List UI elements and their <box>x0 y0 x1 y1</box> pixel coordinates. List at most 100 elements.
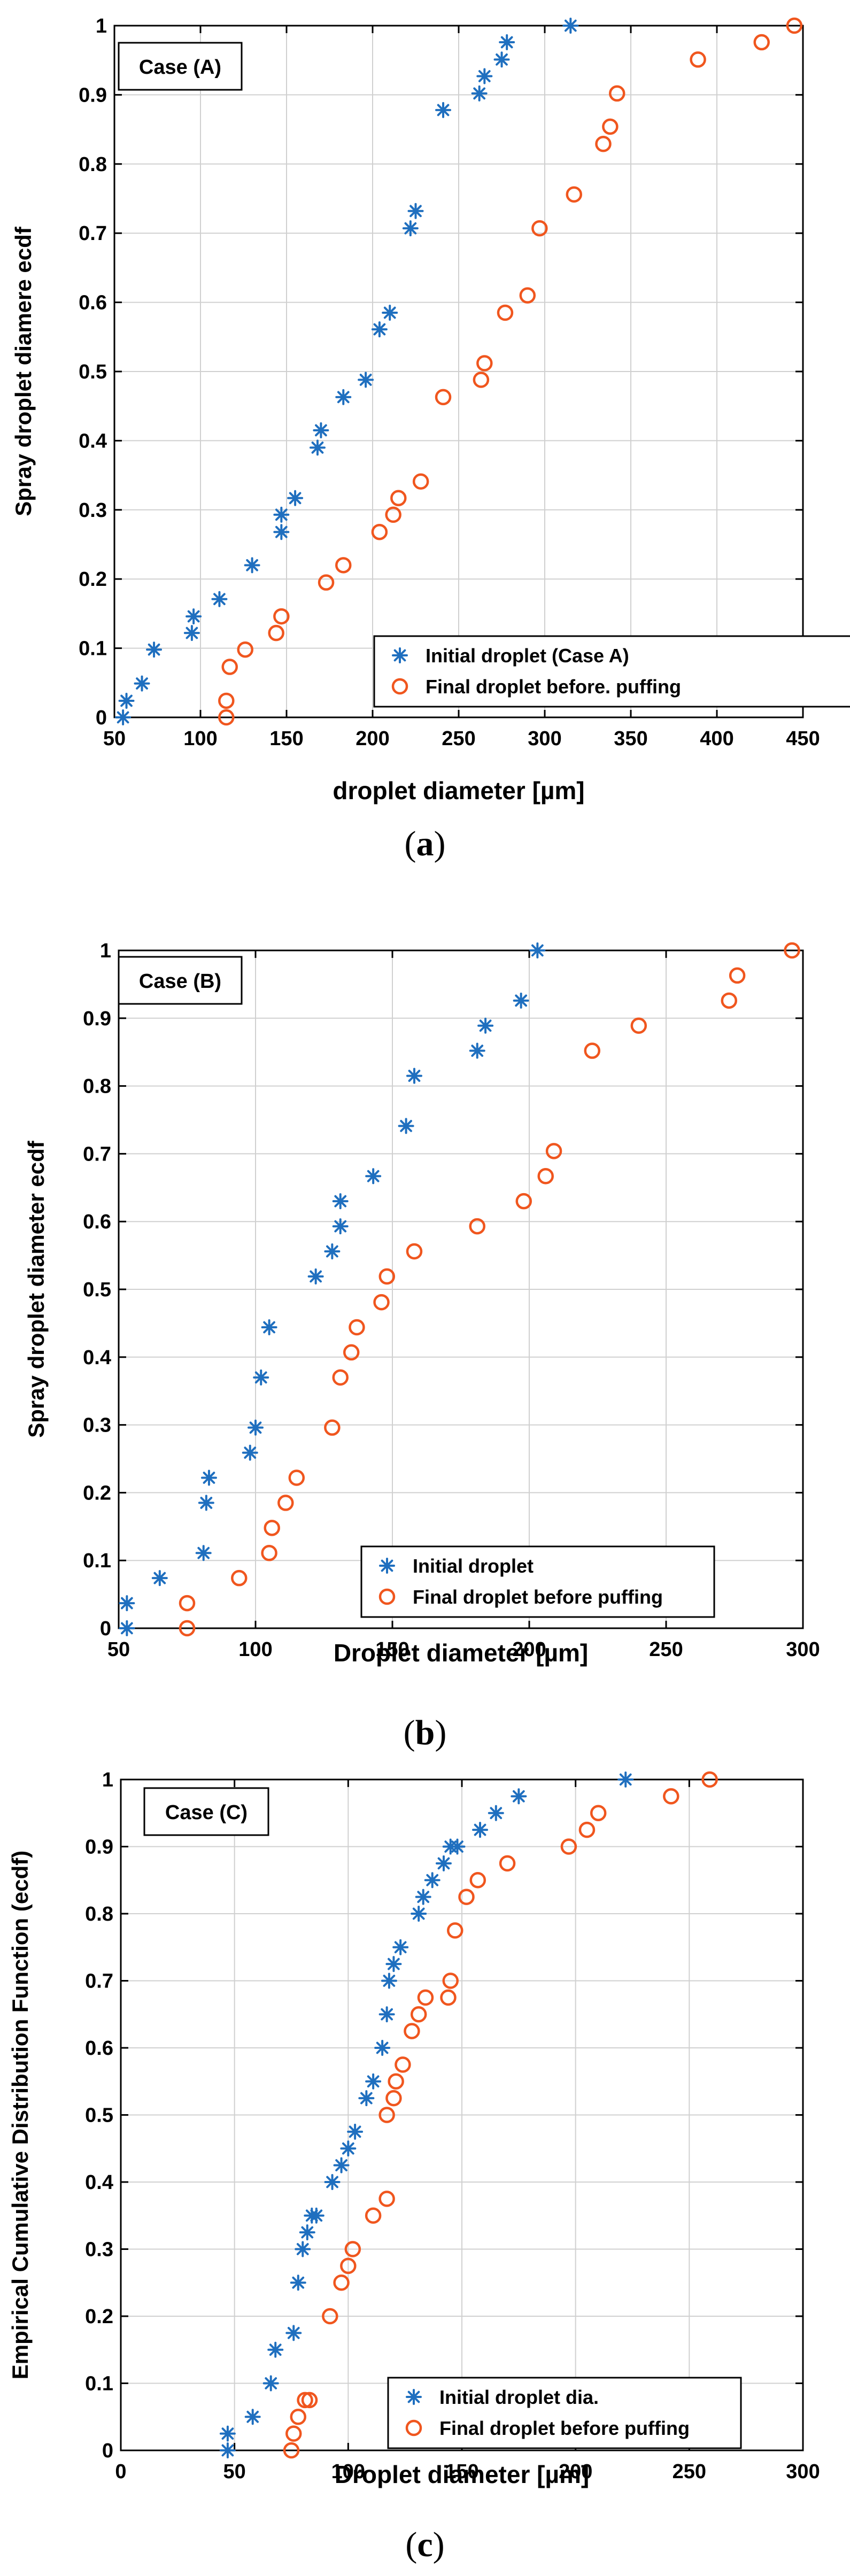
data-point-initial <box>381 1972 397 1989</box>
x-axis-title: Droplet diameter [µm] <box>335 2461 589 2488</box>
data-point-initial <box>378 2006 395 2023</box>
data-point-final <box>371 523 388 540</box>
data-point-final <box>322 2308 338 2325</box>
data-point-initial <box>347 2123 364 2140</box>
x-tick-label: 300 <box>786 1638 820 1661</box>
legend-marker-initial <box>392 647 408 663</box>
y-tick-label: 0.2 <box>83 1482 111 1504</box>
legend-marker-initial <box>406 2389 422 2405</box>
data-point-initial <box>195 1545 212 1561</box>
x-axis-title: Droplet diameter [µm] <box>334 1639 588 1667</box>
panel-caption-letter: c <box>417 2525 432 2564</box>
y-tick-label: 0.8 <box>83 1076 111 1098</box>
data-point-initial <box>411 1906 427 1922</box>
data-point-final <box>218 709 235 726</box>
legend-label: Initial droplet dia. <box>439 2386 599 2408</box>
legend-marker-final <box>391 678 408 695</box>
y-tick-label: 0.5 <box>79 361 107 383</box>
y-tick-label: 1 <box>102 1769 113 1791</box>
y-tick-label: 0.7 <box>85 1970 113 1993</box>
data-point-initial <box>365 2073 382 2090</box>
data-point-initial <box>253 1369 269 1386</box>
data-point-initial <box>371 321 388 338</box>
data-point-final <box>221 659 238 675</box>
data-point-final <box>690 51 706 68</box>
legend-marker-final <box>378 1588 396 1605</box>
y-tick-label: 0.1 <box>83 1550 111 1572</box>
data-point-initial <box>287 490 304 506</box>
data-point-final <box>473 372 490 388</box>
y-axis-title: Spray droplet diameter ecdf <box>24 1140 49 1438</box>
x-tick-label: 100 <box>183 728 217 750</box>
data-point-final <box>288 1469 305 1486</box>
data-point-initial <box>406 1067 422 1084</box>
data-point-initial <box>299 2224 315 2241</box>
chart-panel-b: 50 100 150 200 250 300 0 0.1 0.2 0.3 0.4 0.5 0.6 0.7 0… <box>24 940 820 1752</box>
data-point-final <box>602 118 619 135</box>
data-point-final <box>476 355 493 372</box>
data-point-final <box>753 34 770 51</box>
y-tick-label: 1 <box>100 940 111 962</box>
x-tick-label: 100 <box>238 1638 272 1661</box>
y-tick-label: 0.7 <box>83 1143 111 1165</box>
data-point-initial <box>324 2174 341 2190</box>
series-initial <box>219 1772 634 2458</box>
data-point-final <box>406 1243 423 1260</box>
data-point-initial <box>186 608 202 625</box>
x-axis-title: droplet diameter [µm] <box>333 777 584 804</box>
x-tick-label: 200 <box>559 2461 592 2483</box>
y-tick-label: 0.8 <box>79 153 107 176</box>
data-point-initial <box>499 34 515 51</box>
x-tick-label: 0 <box>115 2461 126 2483</box>
y-tick-label: 0 <box>96 707 107 729</box>
data-point-final <box>630 1017 647 1034</box>
data-point-initial <box>183 625 200 641</box>
data-point-initial <box>469 1042 485 1059</box>
x-tick-label: 450 <box>786 728 820 750</box>
data-point-initial <box>488 1805 504 1821</box>
data-point-final <box>404 2023 420 2039</box>
data-point-initial <box>493 51 510 68</box>
data-point-initial <box>424 1872 441 1889</box>
data-point-initial <box>477 1017 494 1034</box>
y-tick-label: 0.4 <box>85 2171 113 2194</box>
y-tick-label: 0.6 <box>83 1211 111 1233</box>
y-tick-label: 0.4 <box>83 1347 111 1369</box>
data-point-final <box>333 2275 350 2291</box>
series-final <box>218 17 803 726</box>
legend-marker-initial <box>379 1558 395 1574</box>
x-tick-label: 50 <box>223 2461 246 2483</box>
legend-box <box>387 2377 742 2449</box>
y-tick-label: 0.1 <box>85 2373 113 2395</box>
data-point-final <box>264 1520 280 1536</box>
case-label-box <box>118 956 243 1005</box>
y-tick-label: 0.3 <box>83 1414 111 1437</box>
data-point-initial <box>119 1595 135 1612</box>
data-point-initial <box>219 2442 236 2458</box>
y-tick-label: 0.9 <box>85 1836 113 1859</box>
data-point-final <box>560 1838 577 1855</box>
y-tick-label: 0.4 <box>79 430 107 452</box>
legend-label: Initial droplet (Case A) <box>426 645 629 667</box>
data-point-final <box>332 1369 349 1386</box>
data-point-final <box>349 1319 365 1336</box>
y-axis-title: Spray droplet diamere ecdf <box>11 226 36 516</box>
y-tick-label: 0.7 <box>79 222 107 245</box>
data-point-initial <box>511 1788 527 1805</box>
data-point-initial <box>115 709 132 725</box>
data-point-final <box>283 2442 300 2459</box>
data-point-final <box>566 186 582 203</box>
y-tick-label: 0.9 <box>79 84 107 106</box>
x-tick-label: 350 <box>614 728 647 750</box>
y-tick-label: 0 <box>102 2440 113 2462</box>
data-point-initial <box>267 2341 284 2358</box>
data-point-initial <box>385 1956 402 1972</box>
legend-label: Final droplet before. puffing <box>426 676 681 698</box>
data-point-initial <box>273 506 290 523</box>
legend: Initial droplet dia. Final droplet before… <box>387 2377 742 2449</box>
y-tick-label: 0.1 <box>79 638 107 660</box>
data-point-initial <box>290 2275 306 2291</box>
x-tick-label: 250 <box>442 728 475 750</box>
y-tick-label: 0.5 <box>83 1279 111 1301</box>
